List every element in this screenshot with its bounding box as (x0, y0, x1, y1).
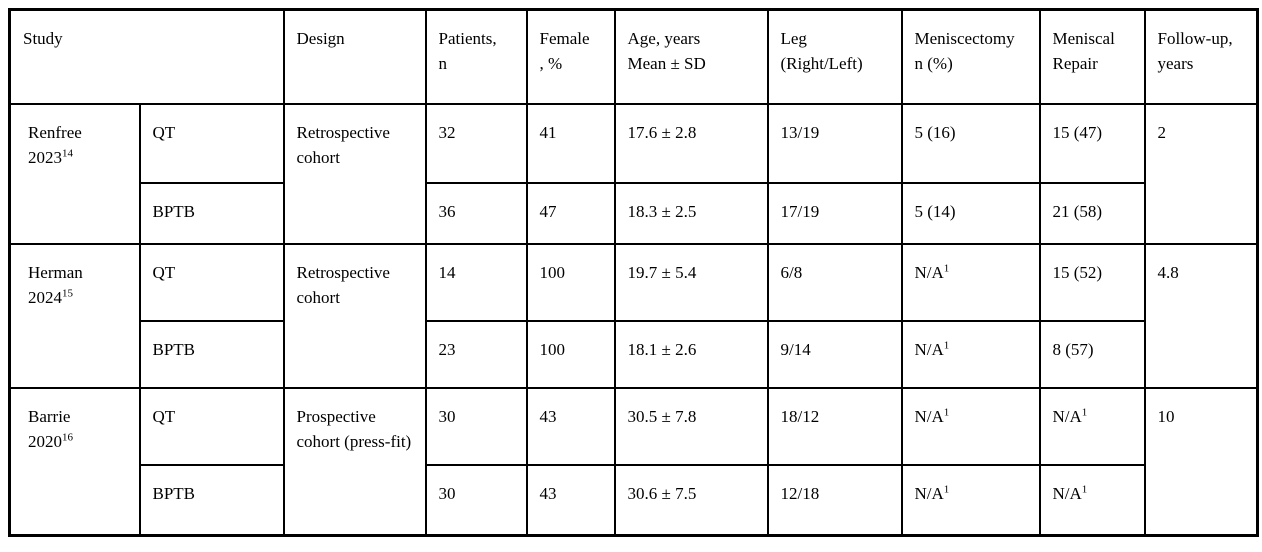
reference-superscript: 15 (62, 286, 73, 299)
header-age: Age, years Mean ± SD (613, 8, 769, 105)
followup-cell: 10 (1143, 386, 1259, 537)
study-cell: Barrie 202016 (8, 386, 141, 537)
table-row: Renfree 202314 QT Retrospective cohort 32… (8, 102, 1259, 245)
female-cell: 100 (525, 242, 616, 322)
meniscectomy-cell: N/A1 (900, 386, 1041, 466)
study-name: Renfree (28, 122, 82, 142)
female-cell: 43 (525, 386, 616, 466)
design-cell: Prospective cohort (press-fit) (282, 386, 427, 537)
meniscectomy-cell: 5 (14) (900, 181, 1041, 245)
reference-superscript: 14 (62, 146, 73, 159)
footnote-superscript: 1 (943, 338, 950, 351)
meniscectomy-cell: N/A1 (900, 463, 1041, 537)
graft-cell: BPTB (138, 319, 285, 389)
meniscectomy-cell: N/A1 (900, 319, 1041, 389)
graft-cell: QT (138, 386, 285, 466)
patients-cell: 14 (424, 242, 528, 322)
age-cell: 30.6 ± 7.5 (613, 463, 769, 537)
graft-cell: QT (138, 102, 285, 184)
footnote-superscript: 1 (943, 482, 950, 495)
header-leg: Leg (Right/Left) (766, 8, 903, 105)
meniscectomy-cell: 5 (16) (900, 102, 1041, 184)
leg-cell: 18/12 (766, 386, 903, 466)
table-row: BPTB 30 43 30.6 ± 7.5 12/18 N/A1 N/A1 (10, 463, 1258, 537)
study-cell: Renfree 202314 (8, 102, 141, 245)
repair-cell: N/A1 (1038, 463, 1146, 537)
study-name: Herman (28, 262, 83, 282)
leg-cell: 17/19 (766, 181, 903, 245)
age-cell: 30.5 ± 7.8 (613, 386, 769, 466)
footnote-superscript: 1 (943, 405, 950, 418)
header-design: Design (282, 8, 427, 105)
meniscectomy-cell: N/A1 (900, 242, 1041, 322)
repair-cell: 15 (47) (1038, 102, 1146, 184)
repair-cell: 8 (57) (1038, 319, 1146, 389)
age-cell: 18.3 ± 2.5 (613, 181, 769, 245)
repair-cell: 21 (58) (1038, 181, 1146, 245)
age-cell: 18.1 ± 2.6 (613, 319, 769, 389)
header-female: Female , % (525, 8, 616, 105)
footnote-superscript: 1 (943, 261, 950, 274)
female-cell: 43 (525, 463, 616, 537)
leg-cell: 6/8 (766, 242, 903, 322)
footnote-superscript: 1 (1081, 405, 1088, 418)
patients-cell: 23 (424, 319, 528, 389)
study-cell: Herman 202415 (8, 242, 141, 389)
leg-cell: 12/18 (766, 463, 903, 537)
age-cell: 19.7 ± 5.4 (613, 242, 769, 322)
female-cell: 100 (525, 319, 616, 389)
table-row: BPTB 36 47 18.3 ± 2.5 17/19 5 (14) 21 (5… (10, 181, 1258, 245)
graft-cell: BPTB (138, 463, 285, 537)
design-cell: Retrospective cohort (282, 102, 427, 245)
patients-cell: 30 (424, 463, 528, 537)
graft-cell: QT (138, 242, 285, 322)
female-cell: 47 (525, 181, 616, 245)
table-row: BPTB 23 100 18.1 ± 2.6 9/14 N/A1 8 (57) (10, 319, 1258, 389)
age-cell: 17.6 ± 2.8 (613, 102, 769, 184)
header-study: Study (8, 8, 285, 105)
patients-cell: 30 (424, 386, 528, 466)
design-cell: Retrospective cohort (282, 242, 427, 389)
header-meniscectomy: Meniscectomy n (%) (900, 8, 1041, 105)
female-cell: 41 (525, 102, 616, 184)
header-meniscal-repair: Meniscal Repair (1038, 8, 1146, 105)
header-followup: Follow-up, years (1143, 8, 1259, 105)
study-name: Barrie (28, 406, 71, 426)
study-year: 202415 (28, 286, 73, 307)
leg-cell: 9/14 (766, 319, 903, 389)
study-year: 202016 (28, 430, 73, 451)
study-comparison-table: Study Design Patients, n Female , % Age,… (8, 8, 1259, 537)
followup-cell: 2 (1143, 102, 1259, 245)
followup-cell: 4.8 (1143, 242, 1259, 389)
leg-cell: 13/19 (766, 102, 903, 184)
footnote-superscript: 1 (1081, 482, 1088, 495)
graft-cell: BPTB (138, 181, 285, 245)
table-row: Herman 202415 QT Retrospective cohort 14 … (8, 242, 1259, 389)
header-row: Study Design Patients, n Female , % Age,… (8, 8, 1259, 105)
repair-cell: N/A1 (1038, 386, 1146, 466)
reference-superscript: 16 (62, 430, 73, 443)
table-row: Barrie 202016 QT Prospective cohort (pres… (8, 386, 1259, 537)
repair-cell: 15 (52) (1038, 242, 1146, 322)
header-patients: Patients, n (424, 8, 528, 105)
patients-cell: 32 (424, 102, 528, 184)
patients-cell: 36 (424, 181, 528, 245)
study-year: 202314 (28, 146, 73, 167)
